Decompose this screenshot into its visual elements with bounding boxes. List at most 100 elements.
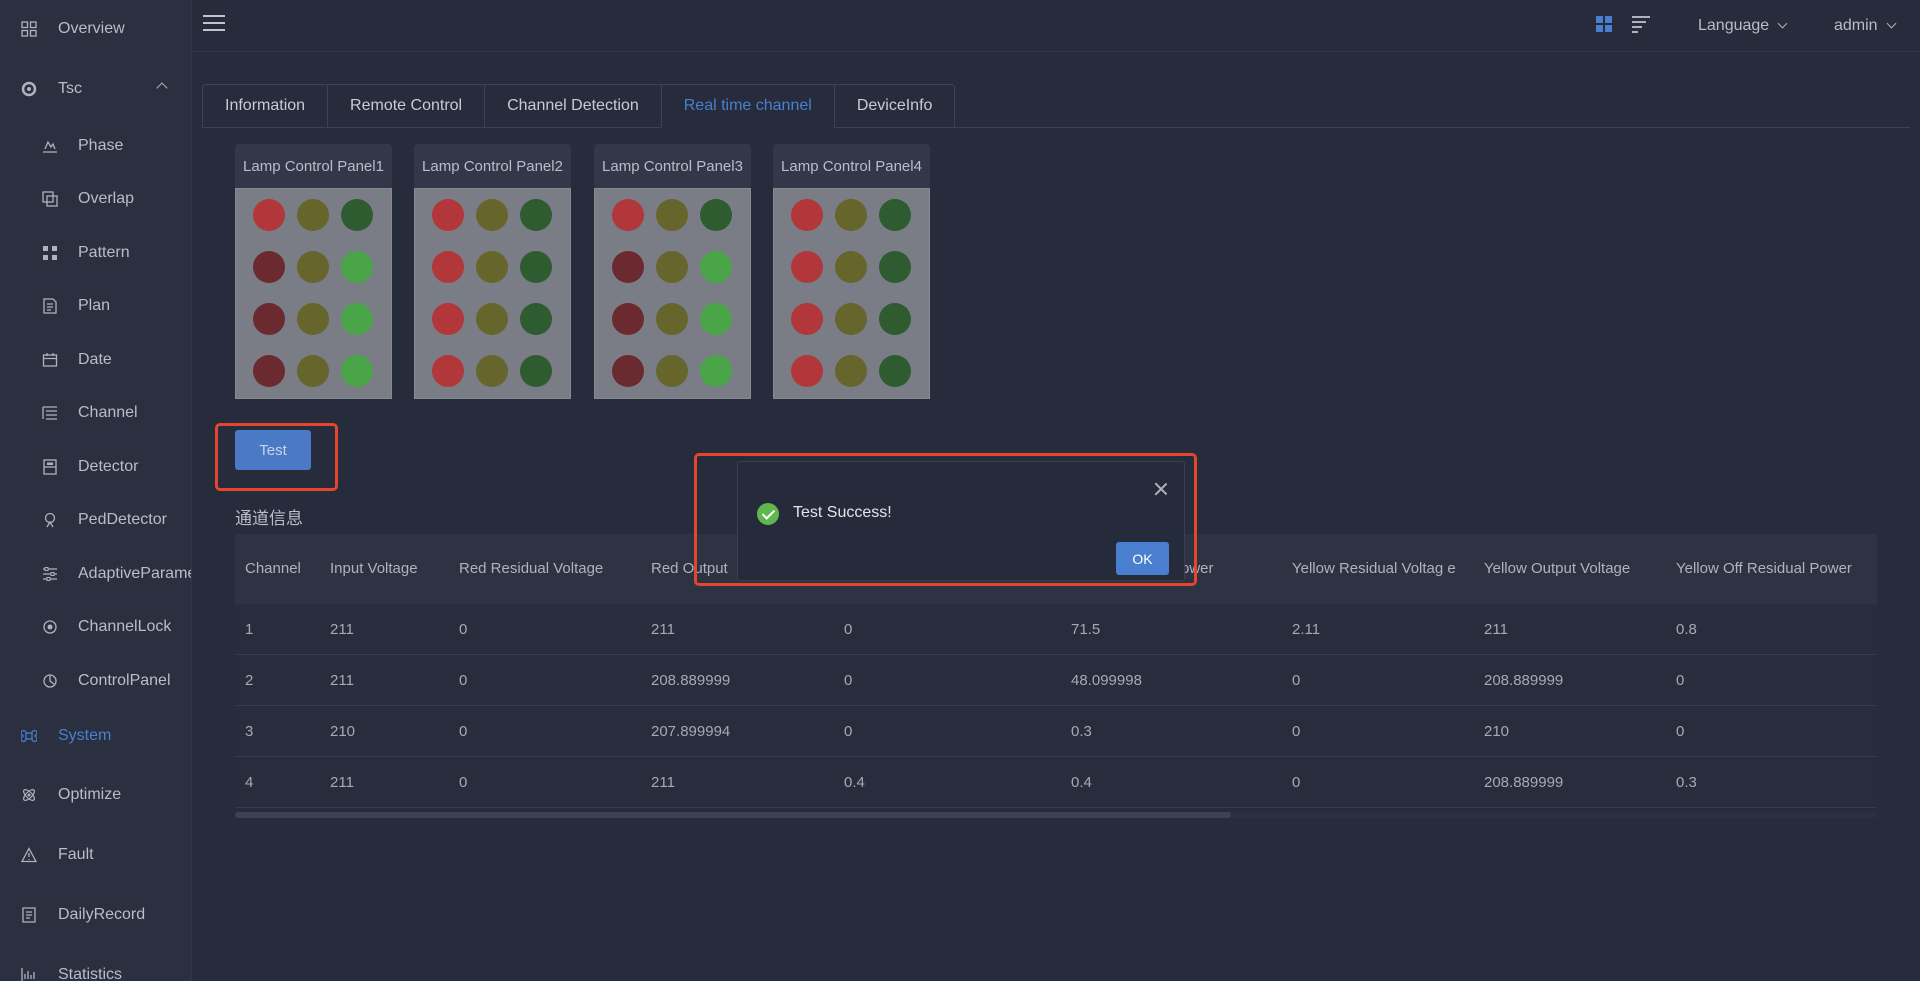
sliders-icon xyxy=(42,566,58,582)
lamp-yellow xyxy=(656,251,688,283)
table-cell: 48.099998 xyxy=(1071,672,1142,689)
column-header: Yellow Output Voltage xyxy=(1484,560,1631,577)
sidebar-item-tsc[interactable]: Tsc xyxy=(0,69,191,109)
tab-remote-control[interactable]: Remote Control xyxy=(327,84,485,128)
warning-icon xyxy=(21,847,37,863)
table-cell: 0.4 xyxy=(844,774,865,791)
table-cell: 0 xyxy=(844,723,853,740)
tab-deviceinfo[interactable]: DeviceInfo xyxy=(833,84,956,128)
table-cell: 208.889999 xyxy=(1484,672,1564,689)
lamp-yellow xyxy=(835,355,867,387)
lamp-yellow xyxy=(835,303,867,335)
lamp-red xyxy=(612,199,644,231)
lamp-red xyxy=(432,199,464,231)
lamp-red xyxy=(791,355,823,387)
sidebar-item-dailyrecord[interactable]: DailyRecord xyxy=(0,895,191,935)
plan-icon xyxy=(42,298,58,314)
tsc-icon xyxy=(21,81,37,97)
lamp-green xyxy=(520,355,552,387)
lamp-green xyxy=(520,199,552,231)
chevron-up-icon xyxy=(156,82,168,94)
lamp-green xyxy=(879,303,911,335)
lamp-grid xyxy=(773,188,930,399)
horizontal-scrollbar[interactable] xyxy=(235,812,1877,818)
chevron-down-icon xyxy=(1777,18,1788,29)
user-name: admin xyxy=(1834,17,1878,34)
sidebar-item-statistics[interactable]: Statistics xyxy=(0,955,191,981)
test-button[interactable]: Test xyxy=(235,430,311,470)
sidebar-item-label: Phase xyxy=(78,137,124,154)
lamp-dark-red xyxy=(253,251,285,283)
close-icon[interactable] xyxy=(1154,482,1168,496)
table-cell: 0 xyxy=(1292,774,1301,791)
scrollbar-thumb[interactable] xyxy=(235,812,1231,818)
sidebar-item-date[interactable]: Date xyxy=(0,340,191,380)
sidebar-item-fault[interactable]: Fault xyxy=(0,835,191,875)
lamp-grid xyxy=(594,188,751,399)
overlap-icon xyxy=(42,191,58,207)
sidebar-item-label: Date xyxy=(78,351,112,368)
hamburger-icon[interactable] xyxy=(203,15,225,33)
user-dropdown[interactable]: admin xyxy=(1834,17,1897,35)
lamp-yellow xyxy=(656,355,688,387)
ok-button[interactable]: OK xyxy=(1116,542,1169,575)
sidebar-item-pattern[interactable]: Pattern xyxy=(0,233,191,273)
sidebar-item-label: Channel xyxy=(78,404,138,421)
grid-view-icon[interactable] xyxy=(1596,16,1612,32)
tab-information[interactable]: Information xyxy=(202,84,328,128)
table-cell: 210 xyxy=(1484,723,1510,740)
table-row: 4 211 0 211 0.4 0.4 0 208.889999 0.3 xyxy=(235,757,1877,808)
sidebar-item-channellock[interactable]: ChannelLock xyxy=(0,607,191,647)
sidebar-item-label: AdaptiveParame xyxy=(78,565,192,582)
table-cell: 0.3 xyxy=(1071,723,1092,740)
success-dialog: Test Success! OK xyxy=(737,461,1185,581)
sidebar-item-overview[interactable]: Overview xyxy=(0,9,191,49)
lamp-dark-red xyxy=(612,303,644,335)
table-row: 2 211 0 208.889999 0 48.099998 0 208.889999 0 xyxy=(235,655,1877,706)
tab-real-time-channel[interactable]: Real time channel xyxy=(660,84,834,128)
sidebar-item-peddetector[interactable]: PedDetector xyxy=(0,500,191,540)
record-icon xyxy=(21,907,37,923)
table-cell: 0 xyxy=(844,672,853,689)
ped-detector-icon xyxy=(42,512,58,528)
top-header: Language admin xyxy=(193,0,1920,52)
table-cell: 0 xyxy=(459,672,468,689)
sidebar-item-adaptiveparame[interactable]: AdaptiveParame xyxy=(0,554,192,594)
calendar-icon xyxy=(42,352,58,368)
atom-icon xyxy=(21,787,37,803)
lamp-light-green xyxy=(700,251,732,283)
lamp-light-green xyxy=(700,303,732,335)
lamp-control-panel: Lamp Control Panel2 xyxy=(414,144,571,399)
sidebar-item-overlap[interactable]: Overlap xyxy=(0,179,191,219)
sidebar-item-phase[interactable]: Phase xyxy=(0,126,191,166)
sidebar-item-label: DailyRecord xyxy=(58,906,146,923)
sidebar-item-label: Detector xyxy=(78,458,139,475)
panel-title: Lamp Control Panel3 xyxy=(594,144,751,188)
sidebar-item-controlpanel[interactable]: ControlPanel xyxy=(0,661,191,701)
sidebar-item-label: Tsc xyxy=(58,80,82,97)
channel-icon xyxy=(42,405,58,421)
lamp-dark-red xyxy=(253,355,285,387)
sidebar-item-plan[interactable]: Plan xyxy=(0,286,191,326)
table-cell: 207.899994 xyxy=(651,723,731,740)
column-header: Yellow Off Residual Power xyxy=(1676,560,1852,577)
lamp-yellow xyxy=(656,199,688,231)
sidebar-item-detector[interactable]: Detector xyxy=(0,447,191,487)
table-cell: 0 xyxy=(844,621,853,638)
sidebar-item-optimize[interactable]: Optimize xyxy=(0,775,191,815)
tab-channel-detection[interactable]: Channel Detection xyxy=(484,84,661,128)
sidebar-item-label: Plan xyxy=(78,297,111,314)
lamp-dark-red xyxy=(253,303,285,335)
language-dropdown[interactable]: Language xyxy=(1698,17,1788,35)
language-label: Language xyxy=(1698,17,1770,34)
sidebar-item-label: Overview xyxy=(58,20,125,37)
grid-icon xyxy=(21,21,37,37)
lamp-yellow xyxy=(835,199,867,231)
column-header: Input Voltage xyxy=(330,560,418,577)
table-cell: 2.11 xyxy=(1292,621,1321,638)
lamp-green xyxy=(520,251,552,283)
sidebar-item-channel[interactable]: Channel xyxy=(0,393,191,433)
list-view-icon[interactable] xyxy=(1632,16,1650,33)
sidebar: Overview Tsc Phase Overlap Pattern Plan … xyxy=(0,0,192,981)
sidebar-item-system[interactable]: System xyxy=(0,716,191,756)
